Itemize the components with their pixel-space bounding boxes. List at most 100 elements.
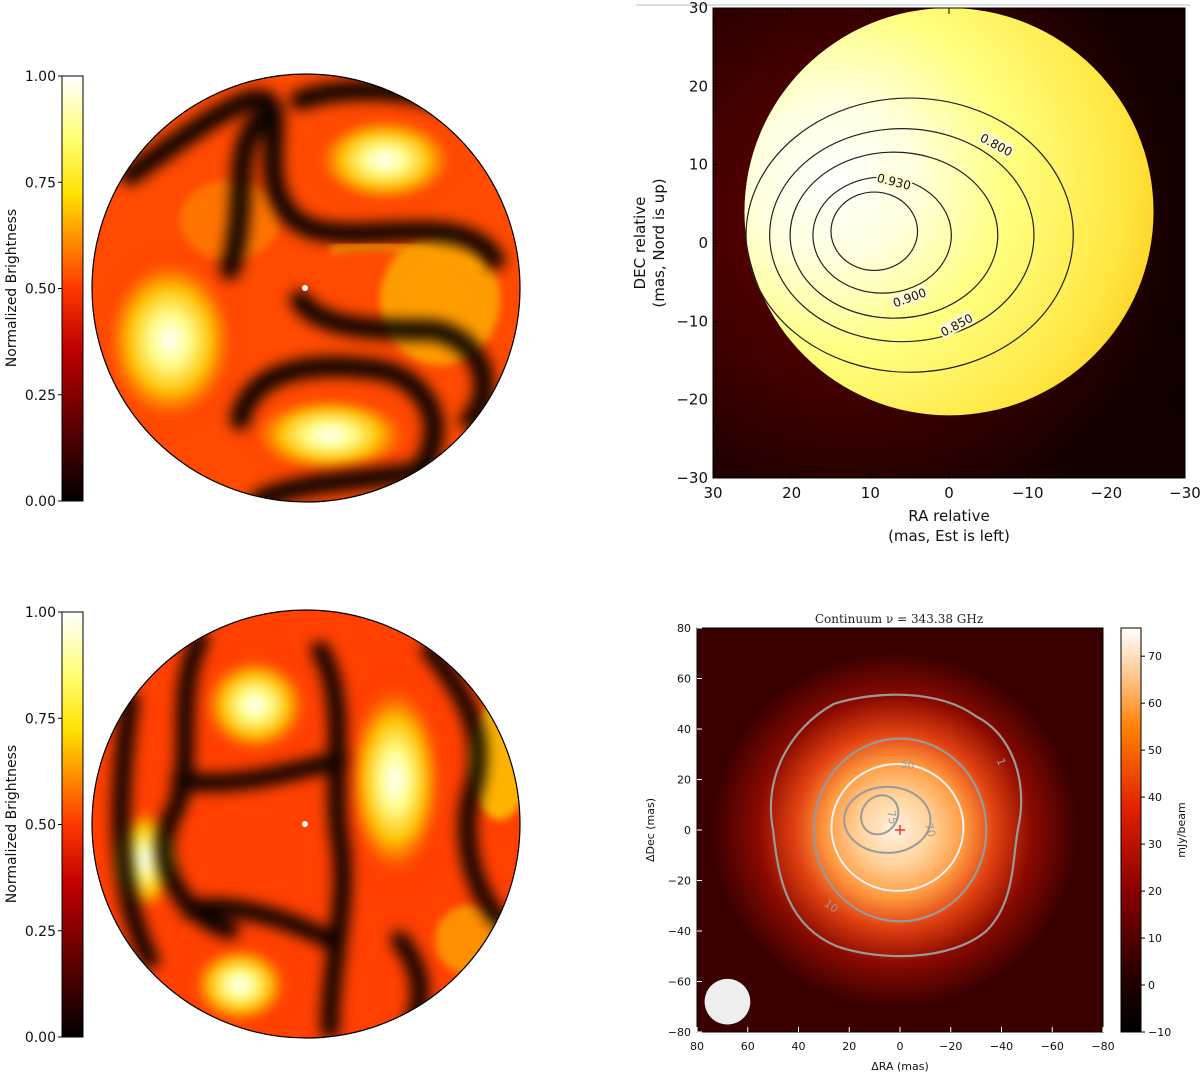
colorbar-tick-label: 50 [1148,744,1162,757]
disk-center-dot [302,285,308,291]
colorbar-tick-label: 60 [1148,697,1162,710]
continuum-emission [704,652,1078,1025]
y-tick-label: 0 [698,234,708,252]
continuum-colorbar-ticks: −10 0 10 20 30 40 50 60 70 [1141,650,1171,1039]
contour-label: 70 [922,822,938,839]
y-tick-label: 20 [689,77,708,95]
spot-map-2: 0.00 0.25 0.50 0.75 1.00 Normalized Brightne… [4,605,521,1046]
colorbar-tick-label: 0.50 [25,818,56,834]
contour-label-bg [937,309,976,339]
colorbar-tick-label: 0.50 [25,282,56,298]
contour-label: 50 [900,757,916,772]
contour-line [860,794,900,836]
y-tick-label: 30 [689,0,708,17]
x-tick-label: −20 [1091,484,1123,502]
x-tick-label: 80 [690,1040,704,1053]
y-tick-label: −60 [668,976,691,989]
y-tick-label: −40 [668,925,691,938]
colorbar-tick-label: 20 [1148,885,1162,898]
colorbar-tick-label: 0.00 [25,494,56,510]
contour-line [789,151,999,319]
model-ylabel: DEC relative [631,197,649,290]
colorbar-tick-label: 1.00 [25,69,56,85]
colorbar-2-ticks: 0.00 0.25 0.50 0.75 1.00 [25,605,62,1046]
contour-line [769,693,1023,958]
contour-line [830,763,965,892]
continuum-colorbar [1120,627,1142,1033]
spot-map-1: 0.00 0.25 0.50 0.75 1.00 Normalized Brightne… [4,69,521,510]
x-tick-label: 20 [782,484,801,502]
contour-line [830,191,919,272]
model-xlabel: RA relative [908,507,989,525]
colorbar-tick-label: 0 [1148,979,1155,992]
y-tick-label: 20 [677,774,691,787]
contour-label-bg [890,284,929,310]
y-tick-label: 10 [689,156,708,174]
colorbar-tick-label: 0.25 [25,388,56,404]
model-ylabel-units: (mas, Nord is up) [650,178,668,307]
x-tick-label: −20 [939,1040,962,1053]
y-tick-label: −20 [668,875,691,888]
x-tick-label: −40 [990,1040,1013,1053]
colorbar-tick-label: 30 [1148,838,1162,851]
colorbar-1-label: Normalized Brightness [4,209,20,367]
disk-center-dot [302,821,308,827]
x-tick-label: 30 [703,484,722,502]
x-tick-label: −30 [1169,484,1200,502]
colorbar-tick-label: 0.75 [25,711,56,727]
stellar-disk [744,8,1154,416]
colorbar-tick-label: −10 [1148,1026,1171,1039]
colorbar-tick-label: 0.00 [25,1030,56,1046]
colorbar-1-ticks: 0.00 0.25 0.50 0.75 1.00 [25,69,62,510]
colorbar-tick-label: 0.75 [25,175,56,191]
continuum-axis-ticks: 80 60 40 20 0 −20 −40 −60 −80 −80 −60 −40 −20 0 20 40 60… [668,622,1115,1053]
contour-label: 1 [994,756,1009,767]
contour-line [843,785,932,854]
x-tick-label: 20 [842,1040,856,1053]
y-tick-label: 80 [677,622,691,635]
beam-ellipse [704,978,751,1025]
contour-label-bg [875,169,914,193]
colorbar-tick-label: 0.25 [25,924,56,940]
contour-label: 75 [884,809,899,825]
colorbar-tick-label: 1.00 [25,605,56,621]
continuum-xlabel: ΔRA (mas) [871,1060,929,1073]
y-tick-label: −30 [676,469,708,487]
spot-map-2-disk [92,610,520,1038]
colorbar-tick-label: 10 [1148,932,1162,945]
x-tick-label: −10 [1012,484,1044,502]
contour-line [745,97,1074,373]
model-axis-ticks: 30 20 10 0 −10 −20 −30 −30 −20 −10 0 10 20 30 [676,0,1200,502]
y-tick-label: −20 [676,391,708,409]
x-tick-label: 0 [944,484,954,502]
x-tick-label: 40 [792,1040,806,1053]
y-tick-label: 40 [677,723,691,736]
model-xlabel-units: (mas, Est is left) [888,527,1010,545]
continuum-colorbar-label: mJy/beam [1175,802,1188,857]
continuum-title: Continuum ν = 343.38 GHz [815,612,983,626]
y-tick-label: 0 [684,824,691,837]
x-tick-label: −60 [1041,1040,1064,1053]
colorbar-1 [61,75,84,502]
contour-line [812,737,988,923]
x-tick-label: 60 [741,1040,755,1053]
continuum-ylabel: ΔDec (mas) [644,798,657,862]
spot-map-1-disk [92,74,520,502]
colorbar-tick-label: 40 [1148,791,1162,804]
model-disk [744,8,1154,416]
y-tick-label: −10 [676,312,708,330]
colorbar-tick-label: 70 [1148,650,1162,663]
x-tick-label: 10 [861,484,880,502]
x-tick-label: −80 [1091,1040,1114,1053]
continuum-emission-core [712,652,1078,1008]
colorbar-2 [61,611,84,1038]
continuum-image: Continuum ν = 343.38 GHz 1 10 50 70 75 80 60 4… [644,612,1188,1073]
colorbar-2-label: Normalized Brightness [4,745,20,903]
y-tick-label: −80 [668,1026,691,1039]
x-tick-label: 0 [897,1040,904,1053]
contour-line [769,128,1035,343]
contour-label-bg [977,129,1016,159]
